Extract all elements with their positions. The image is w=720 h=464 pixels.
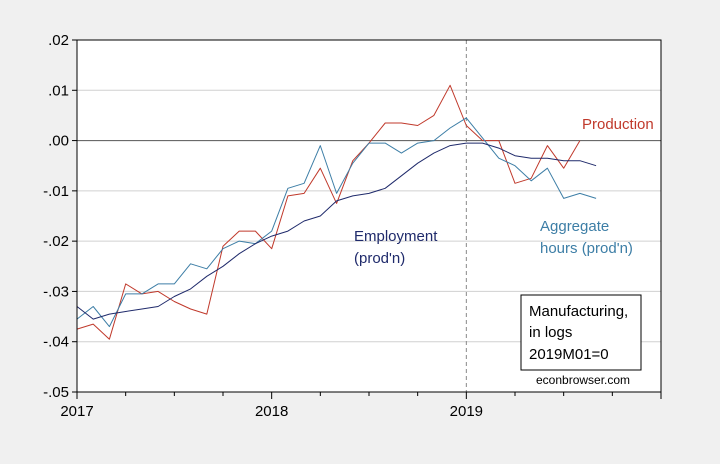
x-tick-label: 2019 [450, 403, 483, 420]
info-box-line3: 2019M01=0 [529, 346, 609, 363]
y-tick-label: -.03 [43, 283, 69, 300]
series-line-hours [76, 117, 597, 328]
info-box-line1: Manufacturing, [529, 303, 628, 320]
x-tick-label: 2018 [255, 403, 288, 420]
credit-label: econbrowser.com [536, 373, 630, 387]
hours-label-line2: hours (prod'n) [540, 240, 633, 257]
y-tick-label: -.04 [43, 334, 69, 351]
x-tick-label: 2017 [60, 403, 93, 420]
x-axis: 2017 2018 2019 [60, 392, 662, 420]
series-line-production [76, 84, 581, 340]
y-tick-label: -.05 [43, 384, 69, 401]
y-tick-label: .01 [48, 82, 69, 99]
info-box-line2: in logs [529, 324, 572, 341]
grid-lines [77, 89, 661, 343]
y-axis: .02 .01 .00 -.01 -.02 -.03 -.04 -.05 [43, 32, 77, 401]
y-tick-label: .00 [48, 133, 69, 150]
info-box [520, 294, 642, 371]
y-tick-label: -.02 [43, 233, 69, 250]
production-label: Production [582, 116, 654, 133]
series-line-employment [76, 142, 597, 320]
y-tick-label: .02 [48, 32, 69, 49]
series-group [76, 84, 597, 340]
employment-label-line1: Employment [354, 228, 438, 245]
employment-label-line2: (prod'n) [354, 250, 405, 267]
hours-label-line1: Aggregate [540, 218, 609, 235]
y-tick-label: -.01 [43, 183, 69, 200]
